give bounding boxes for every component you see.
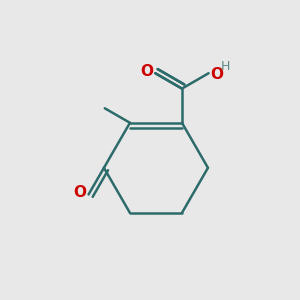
Text: O: O <box>73 185 86 200</box>
Text: O: O <box>140 64 154 79</box>
Text: H: H <box>220 60 230 73</box>
Text: O: O <box>210 67 223 82</box>
